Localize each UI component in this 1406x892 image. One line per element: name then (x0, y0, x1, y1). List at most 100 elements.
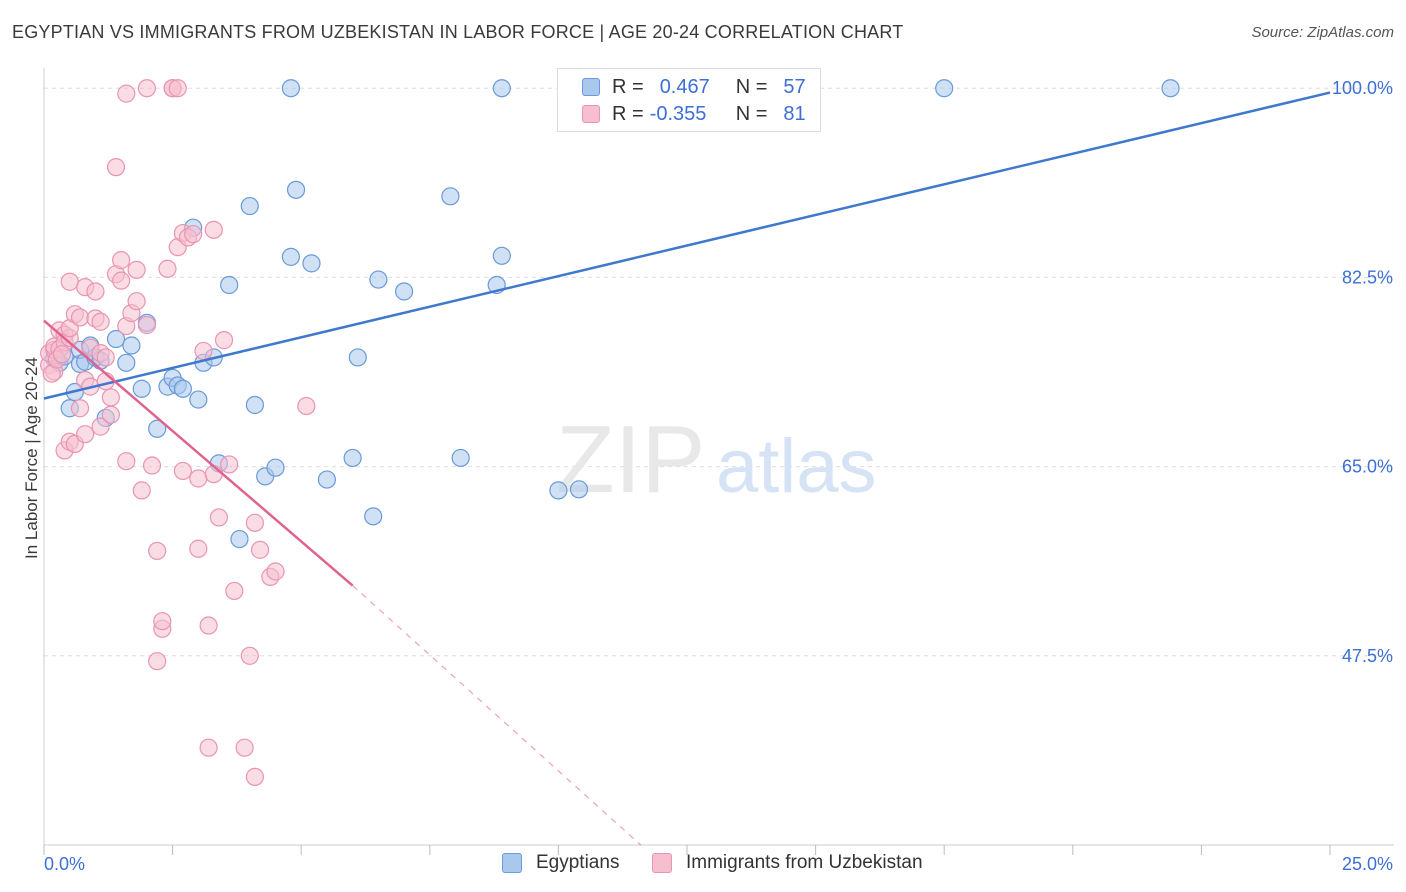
egyptian-point (286, 180, 306, 199)
uzbekistan-point (245, 513, 265, 532)
egyptian-point (364, 507, 383, 526)
y-tick-label: 82.5% (1342, 267, 1393, 287)
egyptian-point (106, 329, 126, 349)
uzbekistan-point (189, 469, 208, 488)
egyptian-point (343, 448, 362, 468)
uzbekistan-point (86, 282, 105, 301)
egyptian-point (441, 187, 460, 206)
watermark-atlas: atlas (716, 424, 877, 509)
egyptian-point (148, 419, 167, 438)
egyptian-point (1161, 79, 1180, 98)
chart-title: EGYPTIAN VS IMMIGRANTS FROM UZBEKISTAN I… (12, 22, 904, 42)
egyptian-point (935, 79, 954, 98)
uzbekistan-point (70, 399, 90, 418)
uzbekistan-point (266, 562, 285, 581)
egyptian-point (281, 79, 301, 98)
uzbekistan-point (117, 84, 136, 103)
uzbekistan-point (220, 455, 239, 474)
egyptian-point (317, 470, 337, 489)
tick-labels: 47.5% 65.0% 82.5% 100.0% 0.0% 25.0% (44, 78, 1393, 874)
y-tick-label: 65.0% (1342, 457, 1393, 477)
egyptian-point (132, 379, 151, 398)
uzbekistan-point (70, 308, 90, 327)
uzbekistan-point (240, 646, 259, 665)
y-tick-label: 100.0% (1332, 78, 1393, 98)
uzbekistan-point (173, 461, 192, 481)
uzbekistan-point (209, 508, 228, 527)
uzbekistan-point (101, 388, 120, 407)
uzbekistan-point (184, 225, 203, 244)
uzbekistan-point (137, 315, 156, 335)
legend-r-label: R = (612, 102, 644, 125)
uzbekistan-point (199, 616, 218, 635)
uzbekistan-point (250, 540, 270, 559)
uzbekistan-swatch (652, 853, 672, 873)
egyptians-swatch (582, 78, 600, 96)
uzbekistan-point (137, 79, 156, 98)
legend-n-value: 81 (783, 102, 806, 125)
egyptian-point (220, 275, 239, 295)
legend-n-label: N = (735, 102, 768, 125)
legend-r-value: -0.355 (649, 102, 707, 125)
uzbekistan-point (132, 481, 151, 500)
uzbekistan-swatch (582, 105, 600, 123)
egyptian-point (240, 196, 259, 216)
legend-item-uzbekistan[interactable]: Immigrants from Uzbekistan (652, 852, 923, 874)
egyptian-point (266, 458, 285, 477)
legend-label-uzbekistan: Immigrants from Uzbekistan (686, 852, 923, 873)
uzbekistan-point (91, 417, 110, 436)
uzbekistan-point (60, 272, 79, 291)
uzbekistan-point (245, 767, 265, 786)
uzbekistan-point (153, 612, 172, 631)
egyptians-swatch (502, 853, 522, 873)
egyptian-point (117, 353, 136, 372)
uzbekistan-point (52, 345, 72, 364)
uzbekistan-point (168, 79, 187, 98)
legend-row-uzbekistan: R = -0.355 N = 81 (582, 102, 806, 126)
egyptian-point (122, 336, 141, 355)
uzbekistan-point (189, 539, 208, 558)
stats-legend: R = 0.467 N = 57 R = -0.355 N = 81 (557, 68, 821, 132)
series-legend: Egyptians Immigrants from Uzbekistan (0, 852, 1406, 878)
uzbekistan-point (148, 541, 167, 561)
trend-lines (43, 91, 1331, 846)
uzbekistan-point (101, 405, 120, 424)
egyptian-point (492, 79, 511, 98)
source-credit: Source: ZipAtlas.com (1251, 24, 1394, 41)
uzbekistan-point (117, 452, 136, 471)
axes (43, 68, 1394, 855)
legend-item-egyptians[interactable]: Egyptians (502, 852, 619, 874)
uzbekistan-point (106, 158, 126, 177)
uzbekistan-point (199, 738, 218, 757)
data-points (40, 79, 1180, 786)
egyptian-point (451, 448, 470, 468)
legend-r-value: 0.467 (659, 75, 710, 98)
legend-r-label: R = (612, 75, 644, 98)
egyptian-point (230, 529, 249, 549)
uzbekistan-point (127, 292, 146, 311)
y-tick-label: 47.5% (1342, 646, 1393, 666)
uzbekistan-trend-line (43, 319, 354, 587)
egyptian-point (369, 270, 388, 289)
uzbekistan-trend-extension (352, 585, 642, 846)
egyptian-point (348, 348, 367, 367)
uzbekistan-point (225, 581, 244, 601)
legend-label-egyptians: Egyptians (536, 852, 620, 873)
egyptians-trend-line (43, 91, 1331, 400)
uzbekistan-point (297, 396, 316, 416)
uzbekistan-point (235, 738, 254, 757)
egyptian-point (281, 247, 301, 266)
uzbekistan-point (158, 259, 177, 278)
legend-row-egyptians: R = 0.467 N = 57 (582, 75, 806, 99)
legend-n-label: N = (735, 75, 768, 98)
legend-n-value: 57 (783, 75, 806, 98)
uzbekistan-point (204, 465, 223, 484)
egyptian-point (189, 390, 208, 409)
egyptian-point (569, 480, 589, 499)
egyptian-point (394, 282, 414, 301)
egyptian-point (549, 481, 568, 500)
egyptian-point (245, 395, 265, 415)
uzbekistan-point (112, 251, 131, 270)
uzbekistan-point (76, 425, 95, 444)
